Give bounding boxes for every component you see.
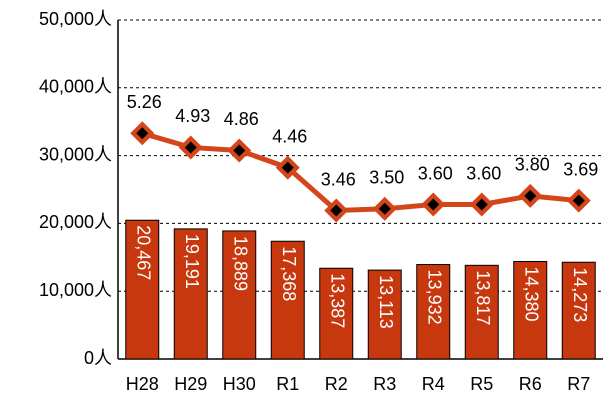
bar (513, 261, 548, 360)
x-tick-label: R3 (373, 374, 396, 394)
point-marker-inner (378, 202, 391, 215)
bar-value-label: 18,889 (231, 236, 251, 291)
bar (561, 261, 596, 360)
line-value-label: 4.46 (272, 126, 307, 146)
point-marker-inner (427, 198, 440, 211)
x-tick-label: H28 (126, 374, 159, 394)
y-tick-label: 40,000人 (39, 77, 112, 97)
point-marker-inner (136, 127, 149, 140)
x-tick-label: R4 (422, 374, 445, 394)
bar-value-label: 20,467 (134, 225, 154, 280)
line-value-label: 3.69 (563, 159, 598, 179)
y-tick-label: 10,000人 (39, 280, 112, 300)
line-value-label: 4.86 (224, 109, 259, 129)
point-marker-inner (475, 198, 488, 211)
bar-value-label: 13,932 (425, 270, 445, 325)
y-tick-label: 30,000人 (39, 144, 112, 164)
line-value-label: 3.60 (418, 163, 453, 183)
point-marker-inner (524, 189, 537, 202)
bar-value-label: 13,817 (473, 270, 493, 325)
y-tick-label: 20,000人 (39, 212, 112, 232)
y-tick-label: 50,000人 (39, 9, 112, 29)
bar-value-label: 17,368 (279, 246, 299, 301)
line-value-label: 3.46 (321, 169, 356, 189)
bar-value-label: 19,191 (182, 234, 202, 289)
x-tick-label: R1 (276, 374, 299, 394)
point-marker-inner (281, 161, 294, 174)
x-tick-label: R6 (519, 374, 542, 394)
bar (222, 230, 257, 360)
point-marker-inner (184, 141, 197, 154)
x-tick-label: R7 (567, 374, 590, 394)
bar-value-label: 13,113 (376, 275, 396, 329)
bar (367, 269, 402, 360)
y-tick-label: 0人 (84, 348, 112, 368)
bar (416, 264, 451, 360)
bar (125, 219, 160, 360)
x-tick-label: H29 (174, 374, 207, 394)
line-value-label: 4.93 (175, 106, 210, 126)
line-value-label: 3.80 (515, 155, 550, 175)
point-marker-inner (233, 144, 246, 157)
x-tick-label: H30 (223, 374, 256, 394)
bar (319, 267, 354, 360)
bar-value-label: 14,273 (570, 267, 590, 322)
bar (270, 240, 305, 360)
bar-value-label: 14,380 (522, 267, 542, 322)
line-value-label: 3.50 (369, 168, 404, 188)
bar (173, 228, 208, 360)
x-tick-label: R2 (325, 374, 348, 394)
line-value-label: 3.60 (466, 163, 501, 183)
point-marker-inner (330, 204, 343, 217)
point-marker-inner (572, 194, 585, 207)
bar (464, 264, 499, 360)
line-value-label: 5.26 (127, 92, 162, 112)
bar-value-label: 13,387 (328, 273, 348, 328)
line (141, 130, 579, 214)
x-tick-label: R5 (470, 374, 493, 394)
